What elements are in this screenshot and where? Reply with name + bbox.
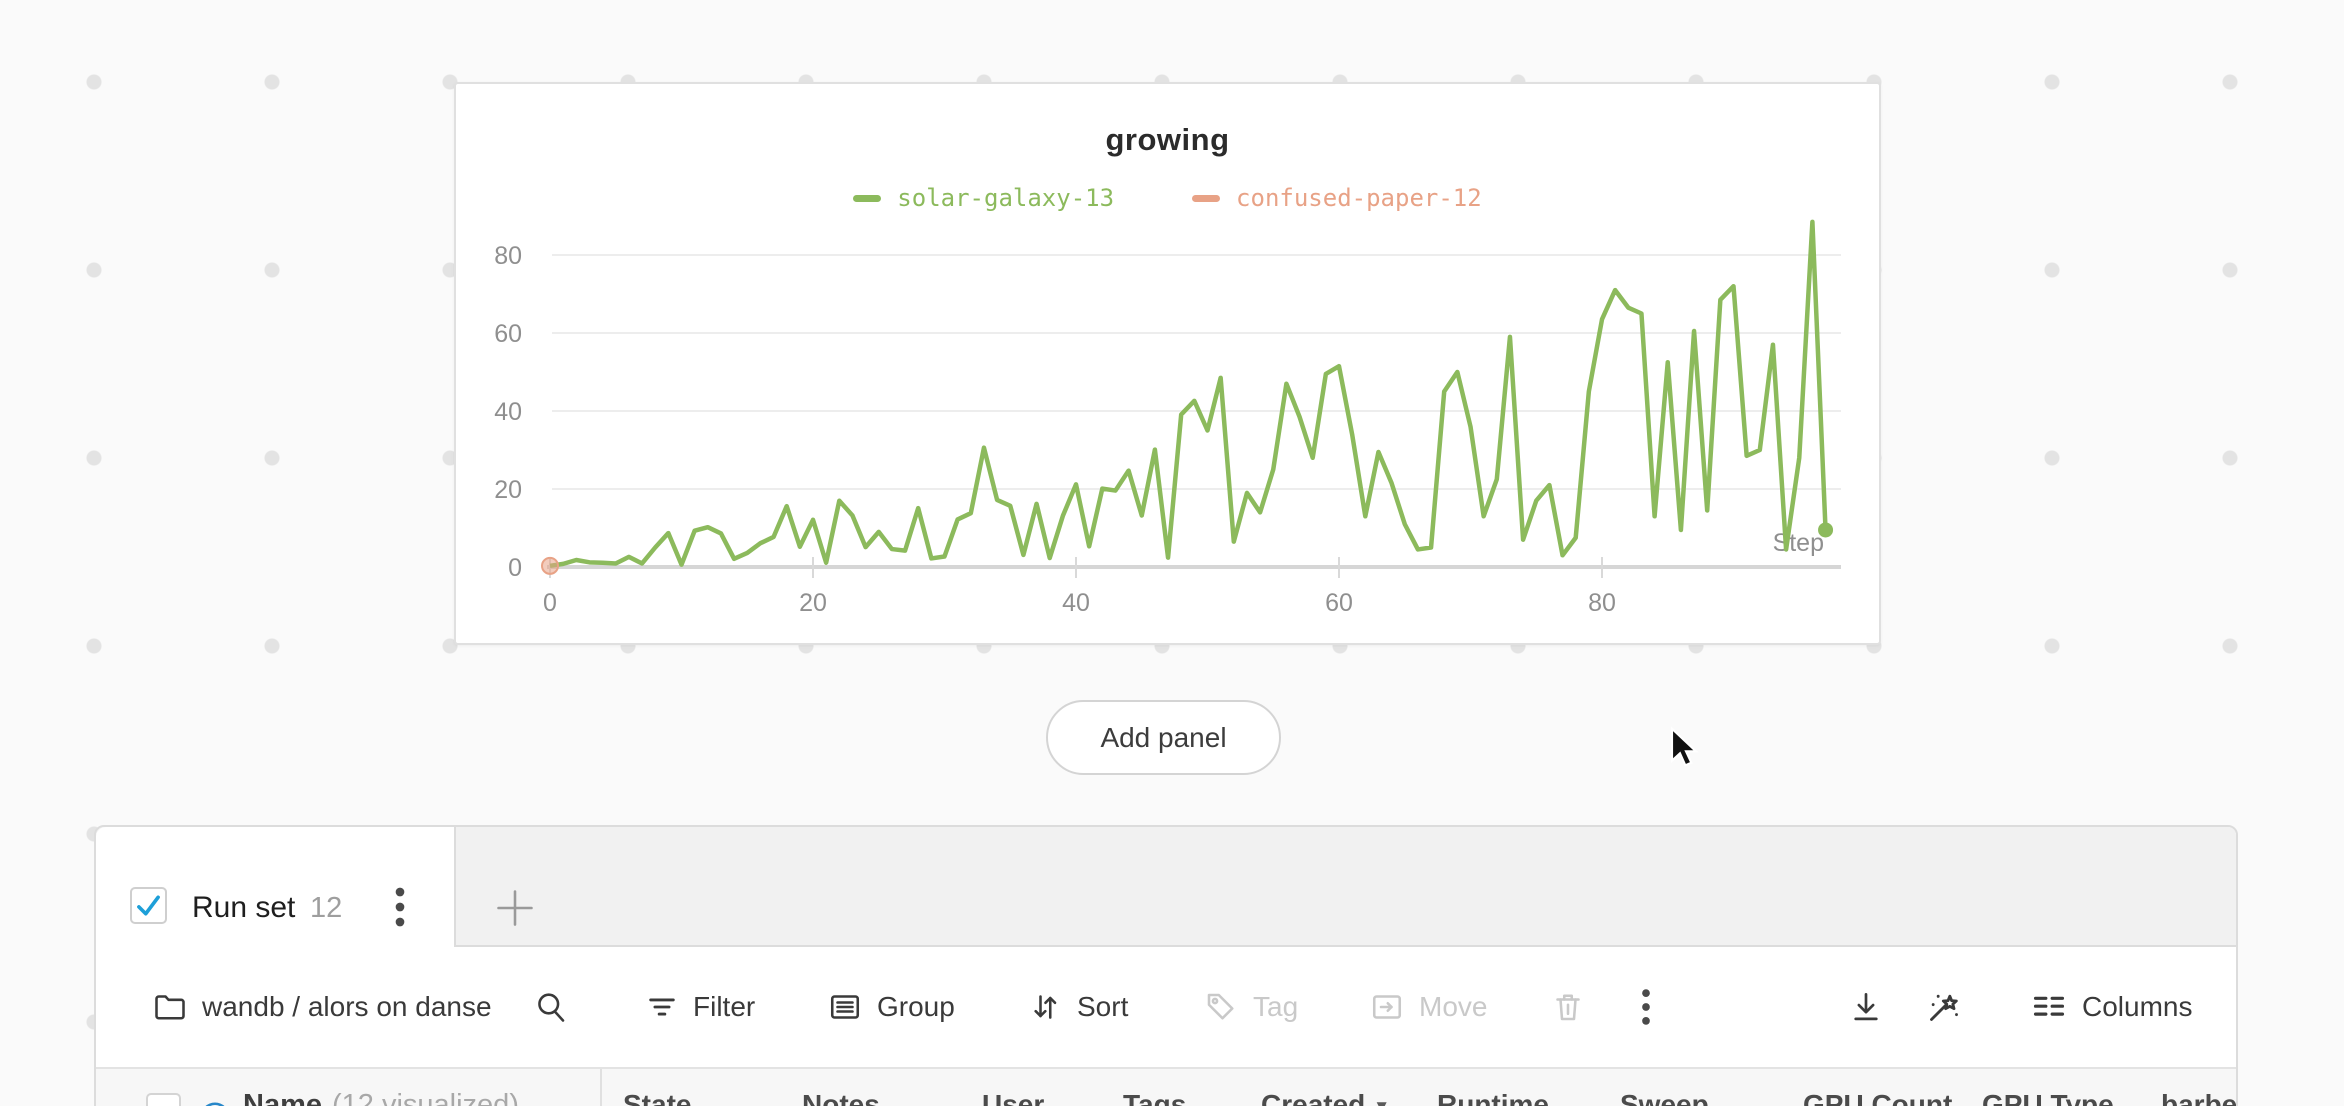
- chart-legend: solar-galaxy-13 confused-paper-12: [456, 184, 1879, 212]
- svg-text:20: 20: [494, 476, 522, 504]
- column-header-gpu-count[interactable]: GPU Count: [1803, 1089, 1953, 1106]
- column-divider: [600, 1069, 602, 1106]
- runs-toolbar: wandb / alors on danse Filter Group Sort: [96, 947, 2236, 1067]
- line-chart: 0 20 40 60 80 0 20 40 60 80 Step: [494, 219, 1841, 617]
- svg-text:0: 0: [543, 589, 557, 617]
- project-name: wandb / alors on danse: [202, 991, 492, 1022]
- filter-button[interactable]: Filter: [645, 947, 755, 1067]
- add-tab-button[interactable]: [492, 885, 538, 931]
- project-selector[interactable]: wandb / alors on danse: [152, 947, 492, 1067]
- move-icon: [1369, 989, 1405, 1025]
- columns-button[interactable]: Columns: [2030, 947, 2192, 1067]
- svg-text:80: 80: [494, 242, 522, 270]
- checkmark-icon: [137, 895, 160, 916]
- sort-icon: [1027, 989, 1063, 1025]
- kebab-icon: [395, 887, 405, 927]
- legend-item-confused-paper-12[interactable]: confused-paper-12: [1192, 184, 1482, 212]
- add-panel-label: Add panel: [1100, 721, 1227, 753]
- kebab-icon: [1641, 987, 1651, 1027]
- column-header-gpu-type[interactable]: GPU Type: [1982, 1089, 2114, 1106]
- tag-icon: [1203, 989, 1239, 1025]
- add-panel-button[interactable]: Add panel: [1046, 700, 1281, 775]
- more-actions-button[interactable]: [1641, 947, 1651, 1067]
- filter-icon: [645, 990, 679, 1024]
- group-label: Group: [877, 991, 955, 1022]
- chart-title: growing: [1105, 122, 1230, 157]
- column-header-created[interactable]: Created▼: [1261, 1089, 1390, 1106]
- columns-icon: [2030, 988, 2068, 1026]
- chart-panel[interactable]: 0 20 40 60 80 0 20 40 60 80 Step growing solar-gal…: [454, 82, 1881, 645]
- legend-swatch: [853, 194, 882, 202]
- column-header-user[interactable]: User: [982, 1089, 1045, 1106]
- trash-icon: [1550, 989, 1586, 1025]
- svg-text:40: 40: [494, 398, 522, 426]
- tag-label: Tag: [1253, 991, 1299, 1022]
- runset-card: Run set 12 wandb / alors on danse: [94, 825, 2238, 1106]
- plus-icon: [497, 890, 533, 926]
- visualized-count: (12 visualized): [332, 1089, 519, 1106]
- name-label: Name: [243, 1089, 322, 1106]
- sort-button[interactable]: Sort: [1027, 947, 1128, 1067]
- move-label: Move: [1419, 991, 1488, 1022]
- tab-run-set[interactable]: Run set 12: [96, 827, 456, 947]
- run-set-checkbox[interactable]: [130, 887, 167, 924]
- tab-strip: Run set 12: [96, 827, 2236, 947]
- select-all-checkbox[interactable]: [146, 1093, 181, 1106]
- runs-table-header: Name (12 visualized) State Notes User Tags Cr…: [96, 1067, 2236, 1106]
- delete-button[interactable]: [1550, 947, 1586, 1067]
- svg-text:Step: Step: [1773, 529, 1824, 557]
- legend-label: solar-galaxy-13: [897, 184, 1115, 212]
- column-header-barbe[interactable]: barbe: [2161, 1089, 2238, 1106]
- column-header-notes[interactable]: Notes: [802, 1089, 880, 1106]
- search-button[interactable]: [533, 947, 569, 1067]
- svg-text:0: 0: [508, 554, 522, 582]
- svg-text:20: 20: [799, 589, 827, 617]
- run-set-count: 12: [310, 892, 343, 924]
- sort-descending-icon: ▼: [1373, 1097, 1390, 1106]
- column-header-tags[interactable]: Tags: [1123, 1089, 1187, 1106]
- svg-text:60: 60: [494, 320, 522, 348]
- folder-icon: [152, 989, 188, 1025]
- mouse-cursor: [1670, 726, 1699, 767]
- magic-wand-icon: [1924, 987, 1964, 1027]
- group-button[interactable]: Group: [827, 947, 955, 1067]
- svg-text:60: 60: [1325, 589, 1353, 617]
- column-header-state[interactable]: State: [623, 1089, 692, 1106]
- legend-label: confused-paper-12: [1236, 184, 1482, 212]
- magic-wand-button[interactable]: [1924, 947, 1964, 1067]
- search-icon: [533, 989, 569, 1025]
- column-header-sweep[interactable]: Sweep: [1620, 1089, 1709, 1106]
- tag-button[interactable]: Tag: [1203, 947, 1298, 1067]
- export-button[interactable]: [1847, 947, 1885, 1067]
- move-button[interactable]: Move: [1369, 947, 1487, 1067]
- visibility-eye-icon[interactable]: [198, 1095, 232, 1106]
- sort-label: Sort: [1077, 991, 1129, 1022]
- download-icon: [1847, 988, 1885, 1026]
- svg-text:80: 80: [1588, 589, 1616, 617]
- columns-label: Columns: [2082, 991, 2193, 1022]
- column-header-name[interactable]: Name (12 visualized): [243, 1089, 519, 1106]
- run-set-label: Run set: [192, 891, 296, 924]
- filter-label: Filter: [693, 991, 756, 1022]
- legend-item-solar-galaxy-13[interactable]: solar-galaxy-13: [853, 184, 1114, 212]
- group-icon: [827, 989, 863, 1025]
- column-header-runtime[interactable]: Runtime: [1437, 1089, 1549, 1106]
- run-set-menu-button[interactable]: [380, 885, 420, 929]
- legend-swatch: [1192, 194, 1221, 202]
- svg-text:40: 40: [1062, 589, 1090, 617]
